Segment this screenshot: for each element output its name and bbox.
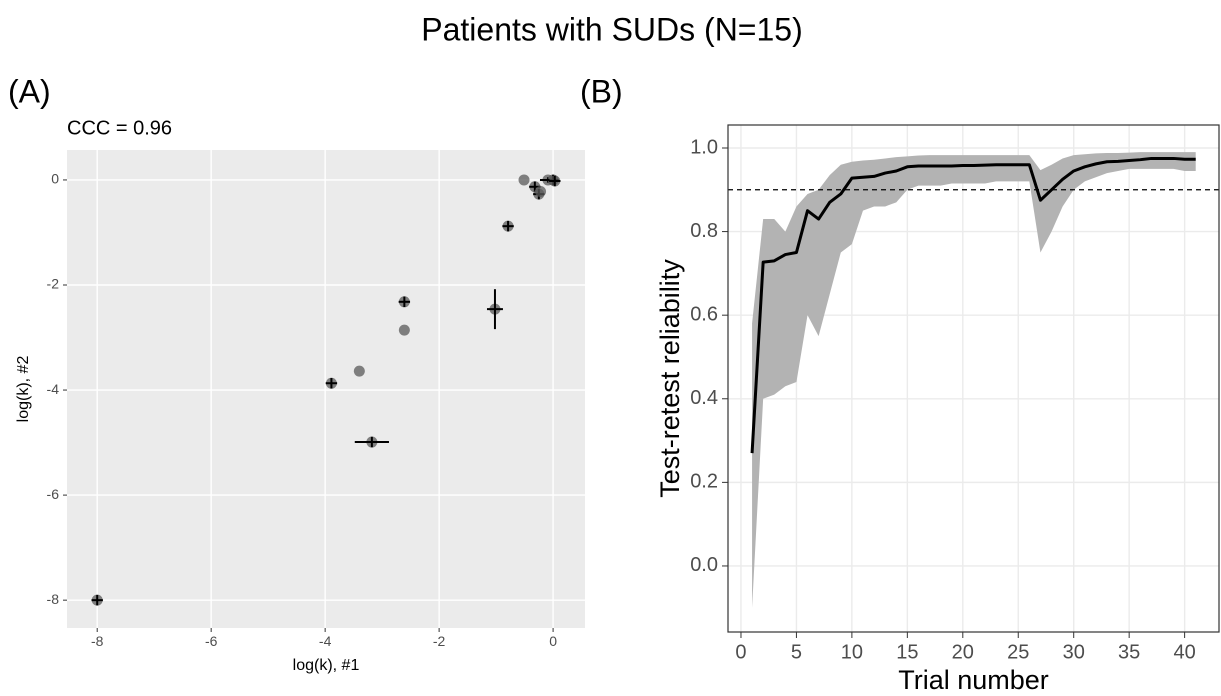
subtitle: CCC = 0.96 [67,117,172,139]
y-tick-label: -2 [47,276,60,292]
x-tick-label: 10 [841,641,863,663]
x-tick-label: 15 [896,641,918,663]
x-tick-label: 0 [735,641,746,663]
x-tick-label: -4 [319,633,332,649]
x-tick-label: -8 [91,633,104,649]
x-tick-label: 35 [1118,641,1140,663]
x-tick-label: 5 [791,641,802,663]
x-axis-label: log(k), #1 [293,657,360,674]
x-tick-label: -6 [205,633,218,649]
x-tick-label: 30 [1063,641,1085,663]
x-axis-label: Trial number [898,665,1049,695]
y-tick-label: -6 [47,486,60,502]
x-tick-label: -2 [433,633,446,649]
point [535,185,547,197]
y-tick-label: -8 [47,591,60,607]
point [398,324,410,336]
y-tick-label: 0.6 [690,303,718,325]
plot-background [67,150,585,628]
x-tick-label: 25 [1007,641,1029,663]
y-tick-label: 0.4 [690,387,718,409]
point [353,365,365,377]
y-axis-label: log(k), #2 [15,356,32,423]
x-tick-label: 0 [549,633,557,649]
y-tick-label: 0.2 [690,471,718,493]
point [518,174,530,186]
y-axis-label: Test-retest reliability [655,259,685,498]
y-tick-label: 0.8 [690,220,718,242]
panel-label: (B) [580,73,623,109]
y-tick-label: 1.0 [690,136,718,158]
y-tick-label: 0 [51,171,59,187]
y-tick-label: -4 [47,381,60,397]
plot-border [727,124,1220,633]
figure-title: Patients with SUDs (N=15) [421,11,802,47]
panel-label: (A) [8,73,51,109]
line [750,156,1196,454]
y-tick-label: 0.0 [690,554,718,576]
x-tick-label: 40 [1173,641,1195,663]
x-tick-label: 20 [952,641,974,663]
